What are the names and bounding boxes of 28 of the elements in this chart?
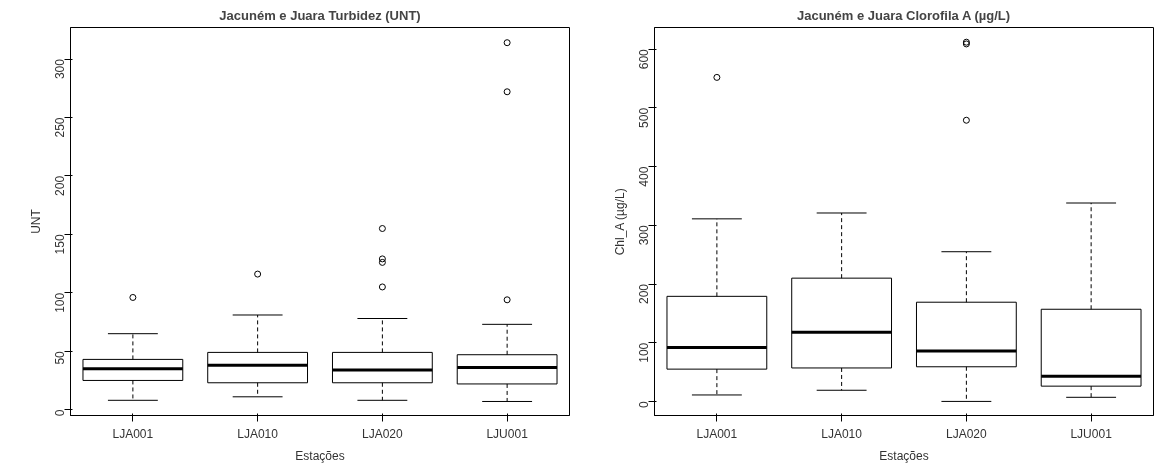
- x-tick-label: LJU001: [1070, 426, 1113, 441]
- y-tick-label: 200: [53, 175, 67, 196]
- x-tick-label: LJA020: [362, 426, 404, 441]
- x-axis-title: Estações: [879, 448, 929, 463]
- chart-title: Jacuném e Juara Clorofila A (µg/L): [796, 7, 1011, 23]
- y-tick-label: 150: [53, 234, 67, 255]
- y-tick-label: 300: [637, 224, 651, 246]
- x-tick-label: LJA010: [237, 426, 279, 441]
- x-tick-label: LJU001: [486, 426, 529, 441]
- y-tick-label: 100: [53, 292, 67, 313]
- y-tick-label: 600: [637, 48, 651, 70]
- x-tick-label: LJA010: [821, 426, 863, 441]
- y-tick-label: 500: [637, 107, 651, 128]
- y-tick-label: 0: [53, 409, 67, 417]
- y-axis-title: Chl_A (µg/L): [612, 188, 627, 256]
- chart-title: Jacuném e Juara Turbidez (UNT): [219, 7, 421, 23]
- x-tick-label: LJA020: [946, 426, 988, 441]
- y-tick-label: 50: [53, 350, 67, 365]
- y-tick-label: 400: [637, 166, 651, 187]
- y-axis-title: UNT: [28, 208, 43, 234]
- x-tick-label: LJA001: [112, 426, 154, 441]
- y-tick-label: 300: [53, 58, 67, 80]
- x-axis-title: Estações: [295, 448, 345, 463]
- y-tick-label: 250: [53, 117, 67, 138]
- y-tick-label: 100: [637, 342, 651, 363]
- x-tick-label: LJA001: [696, 426, 738, 441]
- y-tick-label: 0: [637, 401, 651, 409]
- y-tick-label: 200: [637, 283, 651, 305]
